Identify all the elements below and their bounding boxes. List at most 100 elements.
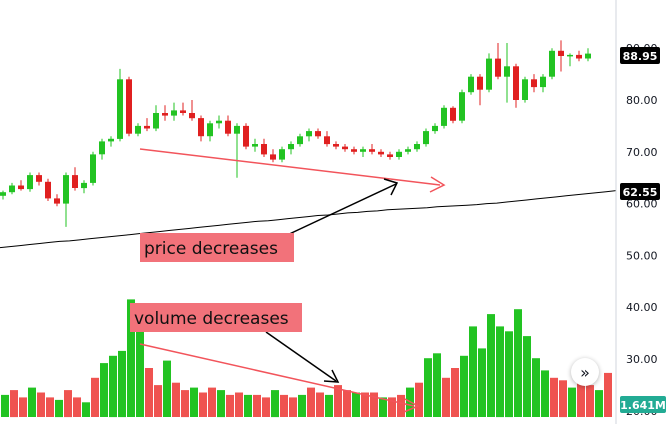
candle-body <box>567 54 573 57</box>
price-tick-label: 70.00 <box>626 146 658 159</box>
volume-bar <box>271 390 279 418</box>
volume-annotation-text: volume decreases <box>134 309 289 329</box>
candle <box>99 138 105 160</box>
scroll-to-realtime-button[interactable]: » <box>571 358 599 386</box>
double-chevron-right-icon: » <box>580 362 590 382</box>
volume-bar <box>10 390 18 418</box>
candle-body <box>414 144 420 150</box>
candle <box>486 53 492 93</box>
candle <box>441 105 447 129</box>
candle-body <box>54 198 60 204</box>
candle-body <box>243 125 249 147</box>
price-trend-arrow <box>139 148 441 186</box>
candle-body <box>63 175 69 204</box>
price-tick-label: 50.00 <box>626 249 658 262</box>
volume-bar <box>226 394 234 417</box>
volume-bar <box>514 309 522 417</box>
price-tick-label: 40.00 <box>626 301 658 314</box>
volume-bar <box>424 358 432 417</box>
candle <box>180 102 186 116</box>
volume-bar <box>532 358 540 417</box>
price-annotation-text: price decreases <box>144 239 278 259</box>
candle-body <box>18 185 24 190</box>
candle-body <box>225 120 231 134</box>
candle <box>270 149 276 163</box>
candle <box>468 74 474 95</box>
volume-bar <box>442 377 450 417</box>
volume-bar <box>460 355 468 418</box>
volume-bar <box>388 397 396 417</box>
volume-bar <box>325 394 333 417</box>
volume-bar <box>370 392 378 417</box>
candle-body <box>423 131 429 145</box>
candle <box>459 89 465 124</box>
volume-badge-text: 1.641M <box>620 399 666 412</box>
volume-bar <box>208 387 216 417</box>
volume-bar <box>433 353 441 417</box>
candle-body <box>81 182 87 189</box>
candle <box>351 146 357 155</box>
candle <box>54 194 60 207</box>
volume-bar <box>343 390 351 418</box>
volume-bar <box>181 390 189 418</box>
volume-bar <box>154 385 162 417</box>
candle-body <box>45 181 51 199</box>
candle <box>9 182 15 195</box>
candle <box>216 115 222 129</box>
candle <box>81 180 87 194</box>
candle <box>477 74 483 106</box>
volume-bar <box>64 390 72 418</box>
volume-bar <box>469 326 477 418</box>
candle-body <box>27 175 33 190</box>
volume-bar <box>199 392 207 417</box>
candle-body <box>531 79 537 88</box>
candle <box>117 68 123 142</box>
volume-badge <box>620 396 666 413</box>
volume-bar <box>109 355 117 418</box>
volume-bar <box>37 392 45 417</box>
candle <box>45 178 51 201</box>
candle-body <box>9 185 15 193</box>
candle-body <box>279 149 285 160</box>
volume-bar <box>559 380 567 418</box>
volume-bars <box>1 299 612 418</box>
volume-bar <box>541 370 549 417</box>
volume-callout-arrowhead <box>323 369 340 383</box>
volume-bar <box>262 397 270 417</box>
volume-bar <box>334 385 342 417</box>
candle-body <box>180 110 186 113</box>
candle-body <box>360 149 366 152</box>
volume-bar <box>145 368 153 417</box>
volume-bar <box>91 377 99 417</box>
volume-callout-arrow <box>265 331 337 382</box>
last-price-badge <box>620 47 660 64</box>
candle-body <box>126 79 132 134</box>
candle-body <box>450 107 456 121</box>
volume-bar <box>379 397 387 417</box>
volume-bar <box>217 390 225 418</box>
candle-body <box>342 146 348 150</box>
volume-bar <box>280 394 288 417</box>
candle-body <box>378 151 384 155</box>
candle <box>153 105 159 132</box>
candle-body <box>315 131 321 137</box>
candle-body <box>162 113 168 116</box>
volume-bar <box>307 387 315 417</box>
candle <box>36 172 42 186</box>
candle-body <box>99 141 105 155</box>
candle-body <box>513 66 519 100</box>
volume-bar <box>82 402 90 417</box>
candle <box>90 151 96 186</box>
candle-body <box>234 125 240 134</box>
candle <box>288 141 294 155</box>
price-tick-label: 60.00 <box>626 198 658 211</box>
candle <box>504 43 510 103</box>
candle-body <box>333 144 339 147</box>
annotation-labels: price decreases volume decreases <box>130 233 302 332</box>
candle-body <box>216 120 222 124</box>
candle-body <box>504 66 510 77</box>
volume-bar <box>550 377 558 417</box>
volume-bar <box>1 394 9 417</box>
